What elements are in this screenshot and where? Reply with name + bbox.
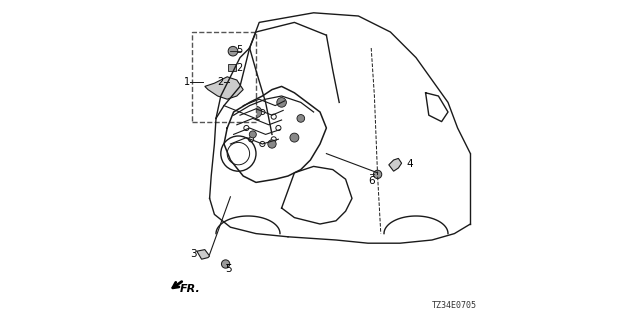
Text: TZ34E0705: TZ34E0705 — [432, 301, 477, 310]
Circle shape — [268, 140, 276, 148]
Polygon shape — [388, 158, 402, 171]
Circle shape — [290, 133, 299, 142]
Circle shape — [221, 260, 230, 268]
Text: 5: 5 — [225, 264, 232, 274]
FancyBboxPatch shape — [192, 32, 256, 122]
Circle shape — [250, 106, 262, 118]
Text: 3: 3 — [190, 249, 197, 260]
Circle shape — [228, 46, 238, 56]
Text: FR.: FR. — [180, 284, 200, 294]
Polygon shape — [205, 77, 243, 99]
Circle shape — [277, 98, 287, 107]
Text: 5: 5 — [236, 44, 243, 55]
Circle shape — [297, 115, 305, 122]
Text: 1: 1 — [184, 76, 191, 87]
Circle shape — [250, 131, 256, 138]
Polygon shape — [197, 250, 210, 259]
Circle shape — [374, 170, 382, 179]
Text: 4: 4 — [406, 159, 413, 169]
Text: 2: 2 — [236, 63, 243, 73]
FancyBboxPatch shape — [228, 64, 237, 71]
Text: 6: 6 — [368, 176, 374, 186]
Text: 2: 2 — [218, 76, 224, 87]
